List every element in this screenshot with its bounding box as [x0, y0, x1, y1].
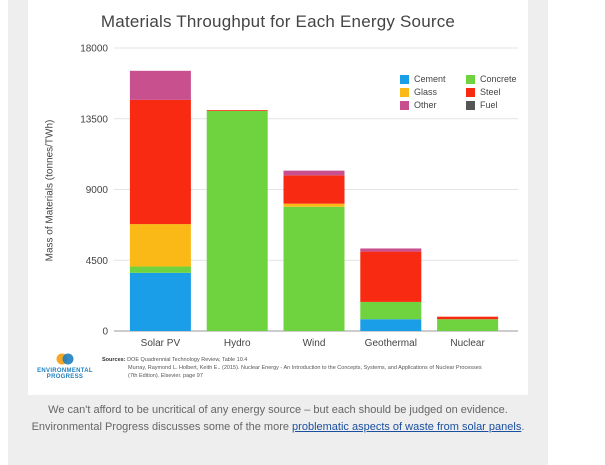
- caption-text: We can't afford to be uncritical of any …: [31, 404, 508, 433]
- bar-segment-steel: [206, 110, 268, 111]
- chart-plot: 0 4500 9000 13500 18000 Solar PV Hydro Wind Geot…: [80, 44, 518, 349]
- sources-heading: Sources:: [102, 357, 126, 363]
- legend-item-other: Other: [400, 100, 462, 110]
- x-tick-label: Hydro: [224, 338, 251, 349]
- bar-segment-concrete: [360, 301, 422, 320]
- legend-label: Glass: [414, 87, 438, 97]
- x-tick-label: Solar PV: [141, 338, 181, 349]
- legend-item-cement: Cement: [400, 74, 462, 84]
- source-line-1: DOE Quadrennial Technology Review, Table…: [127, 357, 248, 363]
- bar-segment-cement: [360, 319, 422, 331]
- logo-text-line1: ENVIRONMENTAL: [37, 368, 93, 374]
- bar-segment-concrete: [129, 266, 191, 273]
- bar-segment-steel: [360, 251, 422, 302]
- legend-swatch: [466, 100, 475, 110]
- chart-figure: 0 4500 9000 13500 18000 Solar PV Hydro Wind Geot…: [28, 0, 528, 395]
- y-tick-label: 18000: [80, 44, 108, 55]
- caption-link[interactable]: problematic aspects of waste from solar …: [292, 421, 522, 433]
- legend-label: Other: [414, 100, 437, 110]
- bar-segment-other: [129, 70, 191, 100]
- legend-swatch: [400, 74, 409, 84]
- bar-segment-glass: [283, 203, 345, 207]
- x-tick-label: Geothermal: [365, 338, 417, 349]
- legend-label: Steel: [480, 87, 501, 97]
- legend-item-steel: Steel: [466, 87, 528, 97]
- sources-note: Sources: DOE Quadrennial Technology Revi…: [102, 356, 522, 380]
- y-axis-label: Mass of Materials (tonnes/TWh): [44, 119, 56, 262]
- source-line-2: Murray, Raymond L. Holbert, Keith E.. (2…: [128, 365, 482, 371]
- legend-label: Fuel: [480, 100, 498, 110]
- figure-frame: 0 4500 9000 13500 18000 Solar PV Hydro Wind Geot…: [8, 0, 548, 465]
- chart-title: Materials Throughput for Each Energy Sou…: [100, 12, 456, 31]
- bar-segment-other: [360, 248, 422, 252]
- legend-swatch: [466, 74, 475, 84]
- bar-segment-cement: [129, 272, 191, 331]
- x-tick-label: Nuclear: [450, 338, 485, 349]
- bar-segment-concrete: [206, 110, 268, 331]
- bar-segment-glass: [129, 224, 191, 267]
- x-tick-label: Wind: [303, 338, 326, 349]
- bar-segment-other: [283, 170, 345, 176]
- legend-label: Concrete: [480, 74, 517, 84]
- environmental-progress-logo: ENVIRONMENTAL PROGRESS: [34, 352, 96, 380]
- y-tick-label: 4500: [86, 256, 109, 267]
- legend-swatch: [400, 100, 409, 110]
- figure-caption: We can't afford to be uncritical of any …: [28, 402, 528, 436]
- bar-segment-steel: [283, 175, 345, 204]
- legend-swatch: [466, 87, 475, 97]
- source-line-3: (7th Edition). Elsevier. page 97: [128, 373, 203, 379]
- legend-item-concrete: Concrete: [466, 74, 528, 84]
- legend-item-glass: Glass: [400, 87, 462, 97]
- bar-segment-concrete: [283, 206, 345, 331]
- y-tick-label: 0: [102, 327, 108, 338]
- bar-segment-steel: [437, 316, 499, 320]
- logo-icon: [56, 353, 74, 365]
- chart-legend: Cement Concrete Glass Steel Other Fuel: [400, 74, 550, 110]
- bar-segment-steel: [129, 99, 191, 225]
- y-tick-label: 13500: [80, 114, 108, 125]
- caption-end: .: [521, 421, 525, 433]
- bar-segment-concrete: [437, 319, 499, 331]
- legend-swatch: [400, 87, 409, 97]
- y-tick-label: 9000: [86, 185, 109, 196]
- logo-text-line2: PROGRESS: [46, 374, 84, 380]
- legend-label: Cement: [414, 74, 446, 84]
- legend-item-fuel: Fuel: [466, 100, 528, 110]
